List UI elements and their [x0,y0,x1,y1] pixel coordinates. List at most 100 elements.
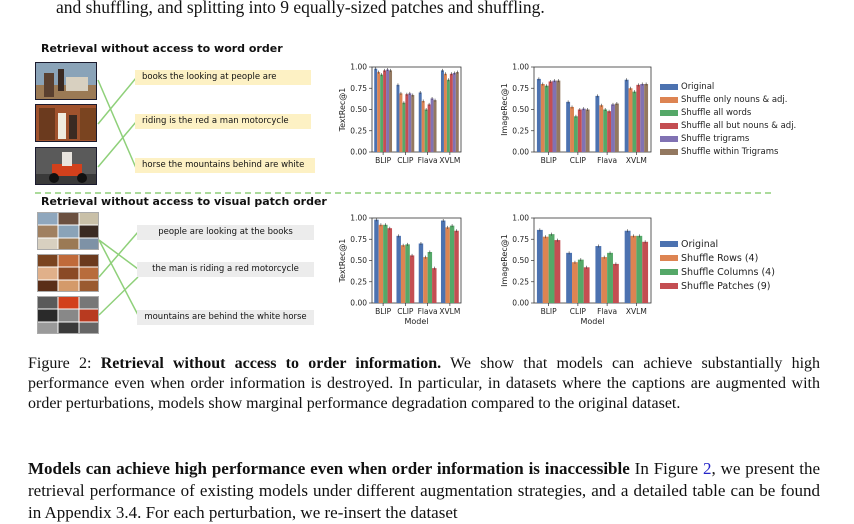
bar [640,84,645,152]
legend-label: Shuffle all words [681,107,752,118]
bar [607,111,612,152]
figure-caption: Figure 2: Retrieval without access to or… [28,354,820,414]
legend-entry: Shuffle only nouns & adj. [660,93,796,106]
bar [624,230,631,303]
bar [556,80,561,152]
bar [440,70,444,152]
y-tick-label: 0.50 [350,105,367,114]
legend-entry: Original [660,80,796,93]
bar [612,263,619,303]
legend-swatch [660,122,678,129]
text-recall-word-order-chart: 0.00 0.25 0.50 0.75 1.00 TextRec@1 BLIP CLIP Fla… [338,63,462,165]
bar [454,230,459,303]
bar [636,84,641,152]
bar [636,235,643,303]
patch-order-section-title: Retrieval without access to visual patch… [41,195,327,208]
bar [570,106,574,152]
y-tick-label: 0.50 [512,256,529,265]
patch-order-legend: Original Shuffle Rows (4) Shuffle Columns … [660,237,775,293]
bar [536,229,543,303]
bar [427,104,431,152]
bar [433,100,437,152]
bar [449,73,453,152]
bar [585,109,590,152]
x-tick-label: Flava [418,156,438,165]
y-tick-label: 0.25 [350,126,367,135]
y-tick-label: 0.75 [512,235,529,244]
y-tick-label: 0.25 [512,126,529,135]
preceding-text: and shuffling, and splitting into 9 equa… [56,0,545,17]
bar [432,268,437,303]
y-tick-label: 0.75 [350,84,367,93]
y-axis-label: TextRec@1 [338,239,347,284]
word-caption-3: horse the mountains behind are white [135,158,315,173]
legend-label: Shuffle within Trigrams [681,146,779,157]
legend-swatch [660,241,678,247]
y-tick-label: 0.50 [350,256,367,265]
legend-label: Shuffle trigrams [681,133,750,144]
bar [624,79,629,152]
bar [374,68,378,152]
legend-swatch [660,109,678,116]
x-tick-label: CLIP [397,156,414,165]
legend-entry: Original [660,237,775,251]
legend-entry: Shuffle within Trigrams [660,145,796,158]
x-axis-label: Model [580,317,604,326]
bar [418,92,422,152]
word-caption-2: riding is the red a man motorcycle [135,114,311,129]
bar [630,235,637,303]
bar [455,72,459,152]
legend-swatch [660,148,678,155]
bar [552,80,557,152]
patch-connector-lines [98,231,139,316]
y-tick-label: 0.00 [350,148,367,157]
legend-label: Shuffle Columns (4) [681,266,775,278]
bar [443,73,447,152]
legend-entry: Shuffle Columns (4) [660,265,775,279]
x-tick-label: XVLM [626,156,647,165]
bar [581,108,586,152]
x-tick-label: XVLM [439,307,460,316]
x-axis-label: Model [404,317,428,326]
patch-caption-3: mountains are behind the white horse [137,310,314,325]
legend-entry: Shuffle trigrams [660,132,796,145]
y-axis-label: ImageRec@1 [500,234,509,287]
section-divider [35,192,773,194]
photo-people-horse [35,62,97,100]
bar [424,109,428,152]
figure-ref-link[interactable]: 2 [702,459,712,478]
text-recall-patch-order-chart: 0.00 0.25 0.50 0.75 1.00 TextRec@1 BLIP CLIP Fla… [338,214,462,326]
x-tick-label: Flava [597,156,617,165]
x-tick-label: CLIP [570,156,587,165]
x-tick-label: XVLM [439,156,460,165]
y-axis-label: ImageRec@1 [500,83,509,136]
x-tick-label: BLIP [375,307,392,316]
word-caption-1: books the looking at people are [135,70,311,85]
x-tick-label: CLIP [570,307,587,316]
bar [452,72,456,152]
paragraph-lead: In Figure [634,459,699,478]
x-tick-label: BLIP [541,307,558,316]
bar [536,78,541,152]
bar [430,98,434,152]
bar [396,84,400,152]
bar [411,95,415,152]
bar [400,245,406,303]
bar [387,228,393,303]
bar [583,267,590,303]
photo-man-motorcycle [35,147,97,185]
y-tick-label: 0.75 [350,235,367,244]
bar [548,81,553,152]
bar [374,219,379,303]
bar [427,252,433,303]
figure-label: Figure 2: [28,355,92,372]
legend-swatch [660,135,678,142]
bar [377,72,381,152]
bar [577,109,582,152]
legend-entry: Shuffle all words [660,106,796,119]
bar [405,244,410,303]
bar [566,252,573,303]
x-tick-label: Flava [597,307,617,316]
image-recall-patch-order-chart: 0.00 0.25 0.50 0.75 1.00 ImageRec@1 BLIP CLIP Fl… [500,214,652,326]
x-tick-label: Flava [418,307,438,316]
